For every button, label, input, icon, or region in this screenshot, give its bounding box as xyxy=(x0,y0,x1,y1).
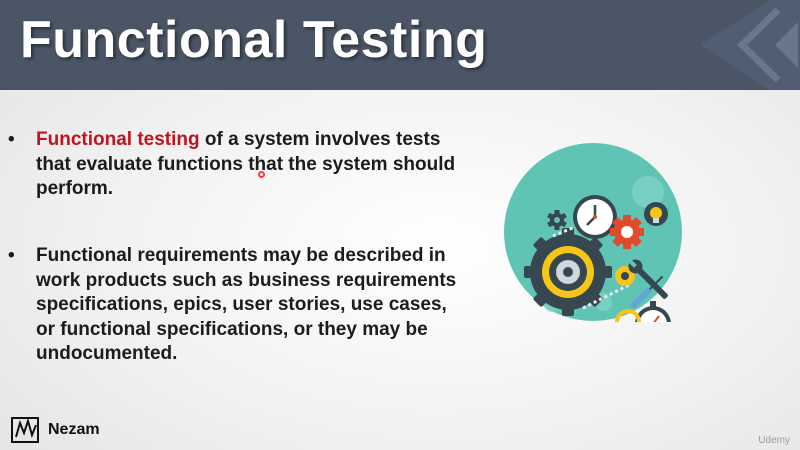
nezam-logo-icon xyxy=(11,417,39,443)
stopwatch-icon xyxy=(635,301,671,322)
clock-icon xyxy=(573,195,617,239)
slide-title: Functional Testing xyxy=(20,11,488,69)
bullet-text: Functional requirements may be described… xyxy=(36,245,457,364)
mouse-cursor-icon xyxy=(258,171,265,178)
bullet-text-rest: of a system involves tests that evaluate… xyxy=(36,129,456,199)
bullet-text: Functional testing of a system involves … xyxy=(36,128,466,202)
footer-logo: Nezam xyxy=(10,414,100,446)
screwdriver-icon xyxy=(630,275,664,309)
red-gear-icon xyxy=(610,215,644,249)
yellow-ring-icon xyxy=(615,309,641,322)
dark-gear-icon xyxy=(524,228,612,316)
small-gear-icon xyxy=(547,210,567,230)
wrench-icon xyxy=(628,259,668,299)
slide-header: Functional Testing xyxy=(0,0,800,90)
yellow-gear-icon xyxy=(615,266,635,286)
slide-content: • Functional testing of a system involve… xyxy=(0,90,800,450)
lightbulb-icon xyxy=(644,202,668,226)
gears-illustration-icon xyxy=(504,143,682,322)
watermark: Udemy xyxy=(758,435,790,446)
bullet-marker: • xyxy=(8,129,15,150)
brand-name: Nezam xyxy=(48,421,100,438)
header-decoration xyxy=(700,0,800,90)
bullet-marker: • xyxy=(8,245,15,266)
highlight-term: Functional testing xyxy=(36,129,200,150)
